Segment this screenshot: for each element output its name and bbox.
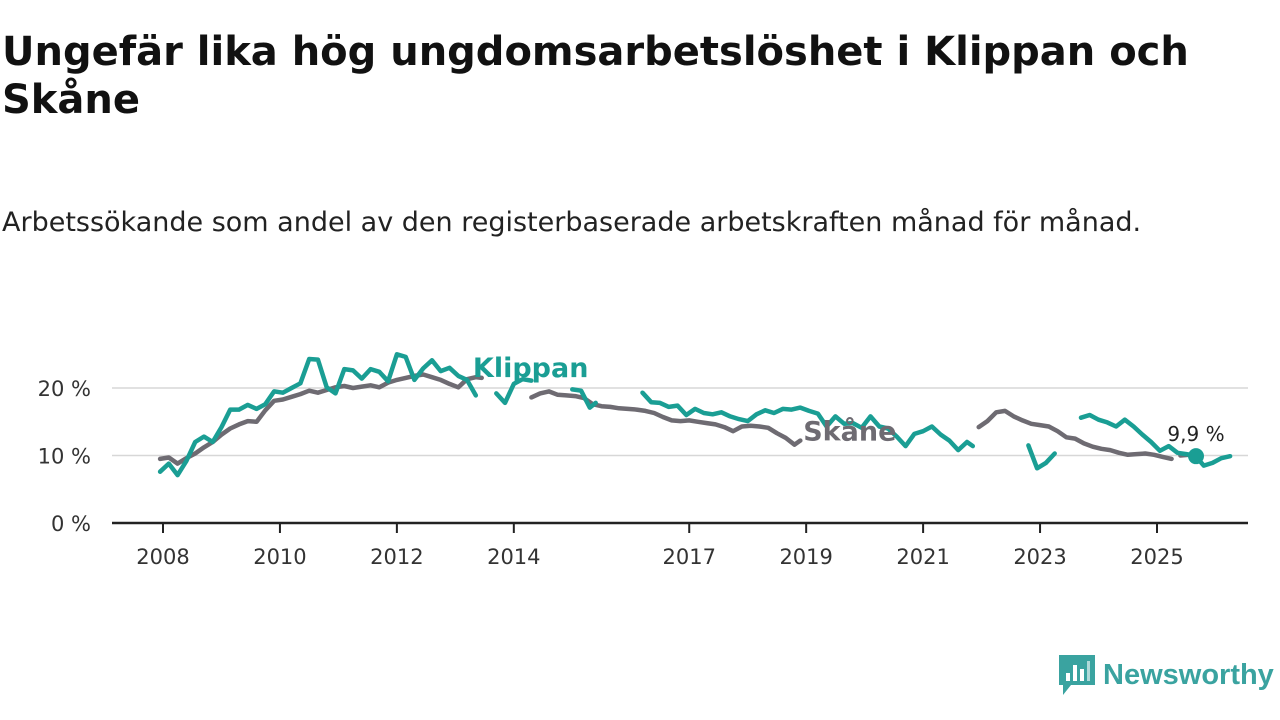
x-tick-label: 2021: [896, 545, 949, 569]
x-tick-label: 2017: [663, 545, 716, 569]
x-tick-label: 2010: [253, 545, 306, 569]
y-tick-label: 20 %: [38, 377, 91, 401]
x-tick-label: 2008: [136, 545, 189, 569]
chart-title: Ungefär lika hög ungdomsarbetslöshet i K…: [2, 29, 1189, 123]
x-tick-label: 2023: [1013, 545, 1066, 569]
series-line-klippan: [494, 376, 534, 406]
series-line-skane: [529, 389, 803, 447]
series-line-klippan: [1026, 443, 1057, 471]
series-line-klippan: [570, 387, 598, 410]
newsworthy-logo-icon: [1059, 655, 1095, 695]
series-line-klippan: [1078, 412, 1233, 468]
y-tick-label: 10 %: [38, 445, 91, 469]
x-tick-label: 2014: [487, 545, 540, 569]
series-label-skane: Skåne: [803, 416, 896, 448]
x-tick-label: 2025: [1130, 545, 1183, 569]
end-value-label: 9,9 %: [1167, 422, 1224, 446]
series-line-skane: [976, 408, 1174, 462]
end-point-marker: [1188, 448, 1204, 465]
brand-name: Newsworthy: [1103, 658, 1274, 691]
series-line-klippan: [157, 352, 479, 478]
series-label-klippan: Klippan: [473, 353, 589, 384]
chart-subtitle: Arbetssökande som andel av den registerb…: [2, 207, 1142, 238]
brand-logo: Newsworthy: [1059, 655, 1274, 695]
y-tick-label: 0 %: [51, 512, 91, 536]
x-tick-label: 2019: [779, 545, 832, 569]
series-line-klippan: [640, 390, 976, 453]
x-tick-label: 2012: [370, 545, 423, 569]
